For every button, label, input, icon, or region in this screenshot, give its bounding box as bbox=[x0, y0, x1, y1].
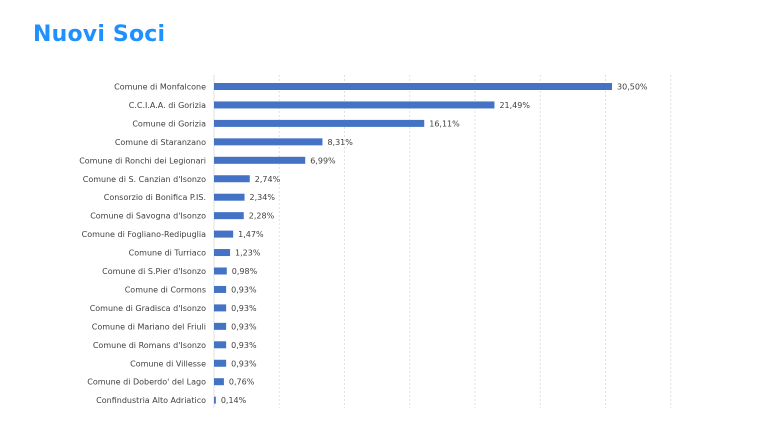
value-label: 0,93% bbox=[231, 322, 257, 331]
category-label: Comune di Doberdo' del Lago bbox=[87, 378, 206, 387]
category-label: Comune di Romans d'Isonzo bbox=[93, 341, 206, 350]
category-label: Comune di Mariano del Friuli bbox=[92, 322, 206, 331]
bar bbox=[214, 378, 224, 386]
value-label: 2,74% bbox=[255, 175, 281, 184]
value-label: 0,14% bbox=[221, 396, 247, 405]
page-title: Nuovi Soci bbox=[33, 22, 166, 47]
bar bbox=[214, 119, 425, 127]
bar bbox=[214, 341, 227, 349]
grid-lines bbox=[213, 75, 672, 408]
value-label: 0,98% bbox=[232, 267, 258, 276]
value-label: 0,93% bbox=[231, 359, 257, 368]
category-labels: Comune di Monfalcone C.C.I.A.A. di Gorizi… bbox=[79, 83, 206, 406]
bar bbox=[214, 249, 231, 257]
value-label: 0,93% bbox=[231, 285, 257, 294]
bar bbox=[214, 138, 323, 146]
category-label: Comune di Savogna d'Isonzo bbox=[90, 212, 206, 221]
category-label: Comune di Cormons bbox=[125, 285, 206, 294]
bar bbox=[214, 83, 613, 90]
value-label: 0,93% bbox=[231, 341, 257, 350]
value-label: 6,99% bbox=[310, 156, 336, 165]
value-labels: 30,50% 21,49% 16,11% 8,31% 6,99% 2,74% 2,34% 2,… bbox=[221, 83, 648, 406]
value-label: 2,28% bbox=[249, 212, 275, 221]
category-label: Comune di Gorizia bbox=[132, 119, 206, 128]
category-label: Comune di Gradisca d'Isonzo bbox=[90, 304, 206, 313]
category-label: Comune di S. Canzian d'Isonzo bbox=[83, 175, 206, 184]
bar bbox=[214, 396, 216, 404]
bar bbox=[214, 359, 227, 367]
category-label: Consorzio di Bonifica P.IS. bbox=[104, 193, 206, 202]
bar bbox=[214, 156, 306, 164]
category-label: Comune di Villesse bbox=[130, 359, 206, 368]
bar bbox=[214, 267, 227, 275]
value-label: 0,76% bbox=[229, 378, 255, 387]
value-label: 8,31% bbox=[327, 138, 353, 147]
category-label: Comune di Monfalcone bbox=[114, 83, 206, 92]
bar bbox=[214, 175, 250, 183]
value-label: 21,49% bbox=[499, 101, 530, 110]
value-label: 1,47% bbox=[238, 230, 264, 239]
bar bbox=[214, 304, 227, 312]
category-label: Confindustria Alto Adriatico bbox=[96, 396, 206, 405]
category-label: Comune di Ronchi dei Legionari bbox=[79, 156, 206, 165]
category-label: Comune di Turriaco bbox=[129, 249, 206, 258]
bars bbox=[214, 83, 613, 404]
category-label: Comune di S.Pier d'Isonzo bbox=[102, 267, 206, 276]
bar bbox=[214, 193, 245, 201]
bar bbox=[214, 322, 227, 330]
bar bbox=[214, 101, 495, 109]
bar bbox=[214, 285, 227, 293]
value-label: 0,93% bbox=[231, 304, 257, 313]
value-label: 2,34% bbox=[250, 193, 276, 202]
value-label: 1,23% bbox=[235, 249, 261, 258]
category-label: Comune di Staranzano bbox=[115, 138, 206, 147]
bar bbox=[214, 230, 234, 238]
category-label: C.C.I.A.A. di Gorizia bbox=[129, 101, 206, 110]
value-label: 30,50% bbox=[617, 83, 648, 92]
category-label: Comune di Fogliano-Redipuglia bbox=[82, 230, 206, 239]
value-label: 16,11% bbox=[429, 119, 460, 128]
bar bbox=[214, 212, 244, 220]
